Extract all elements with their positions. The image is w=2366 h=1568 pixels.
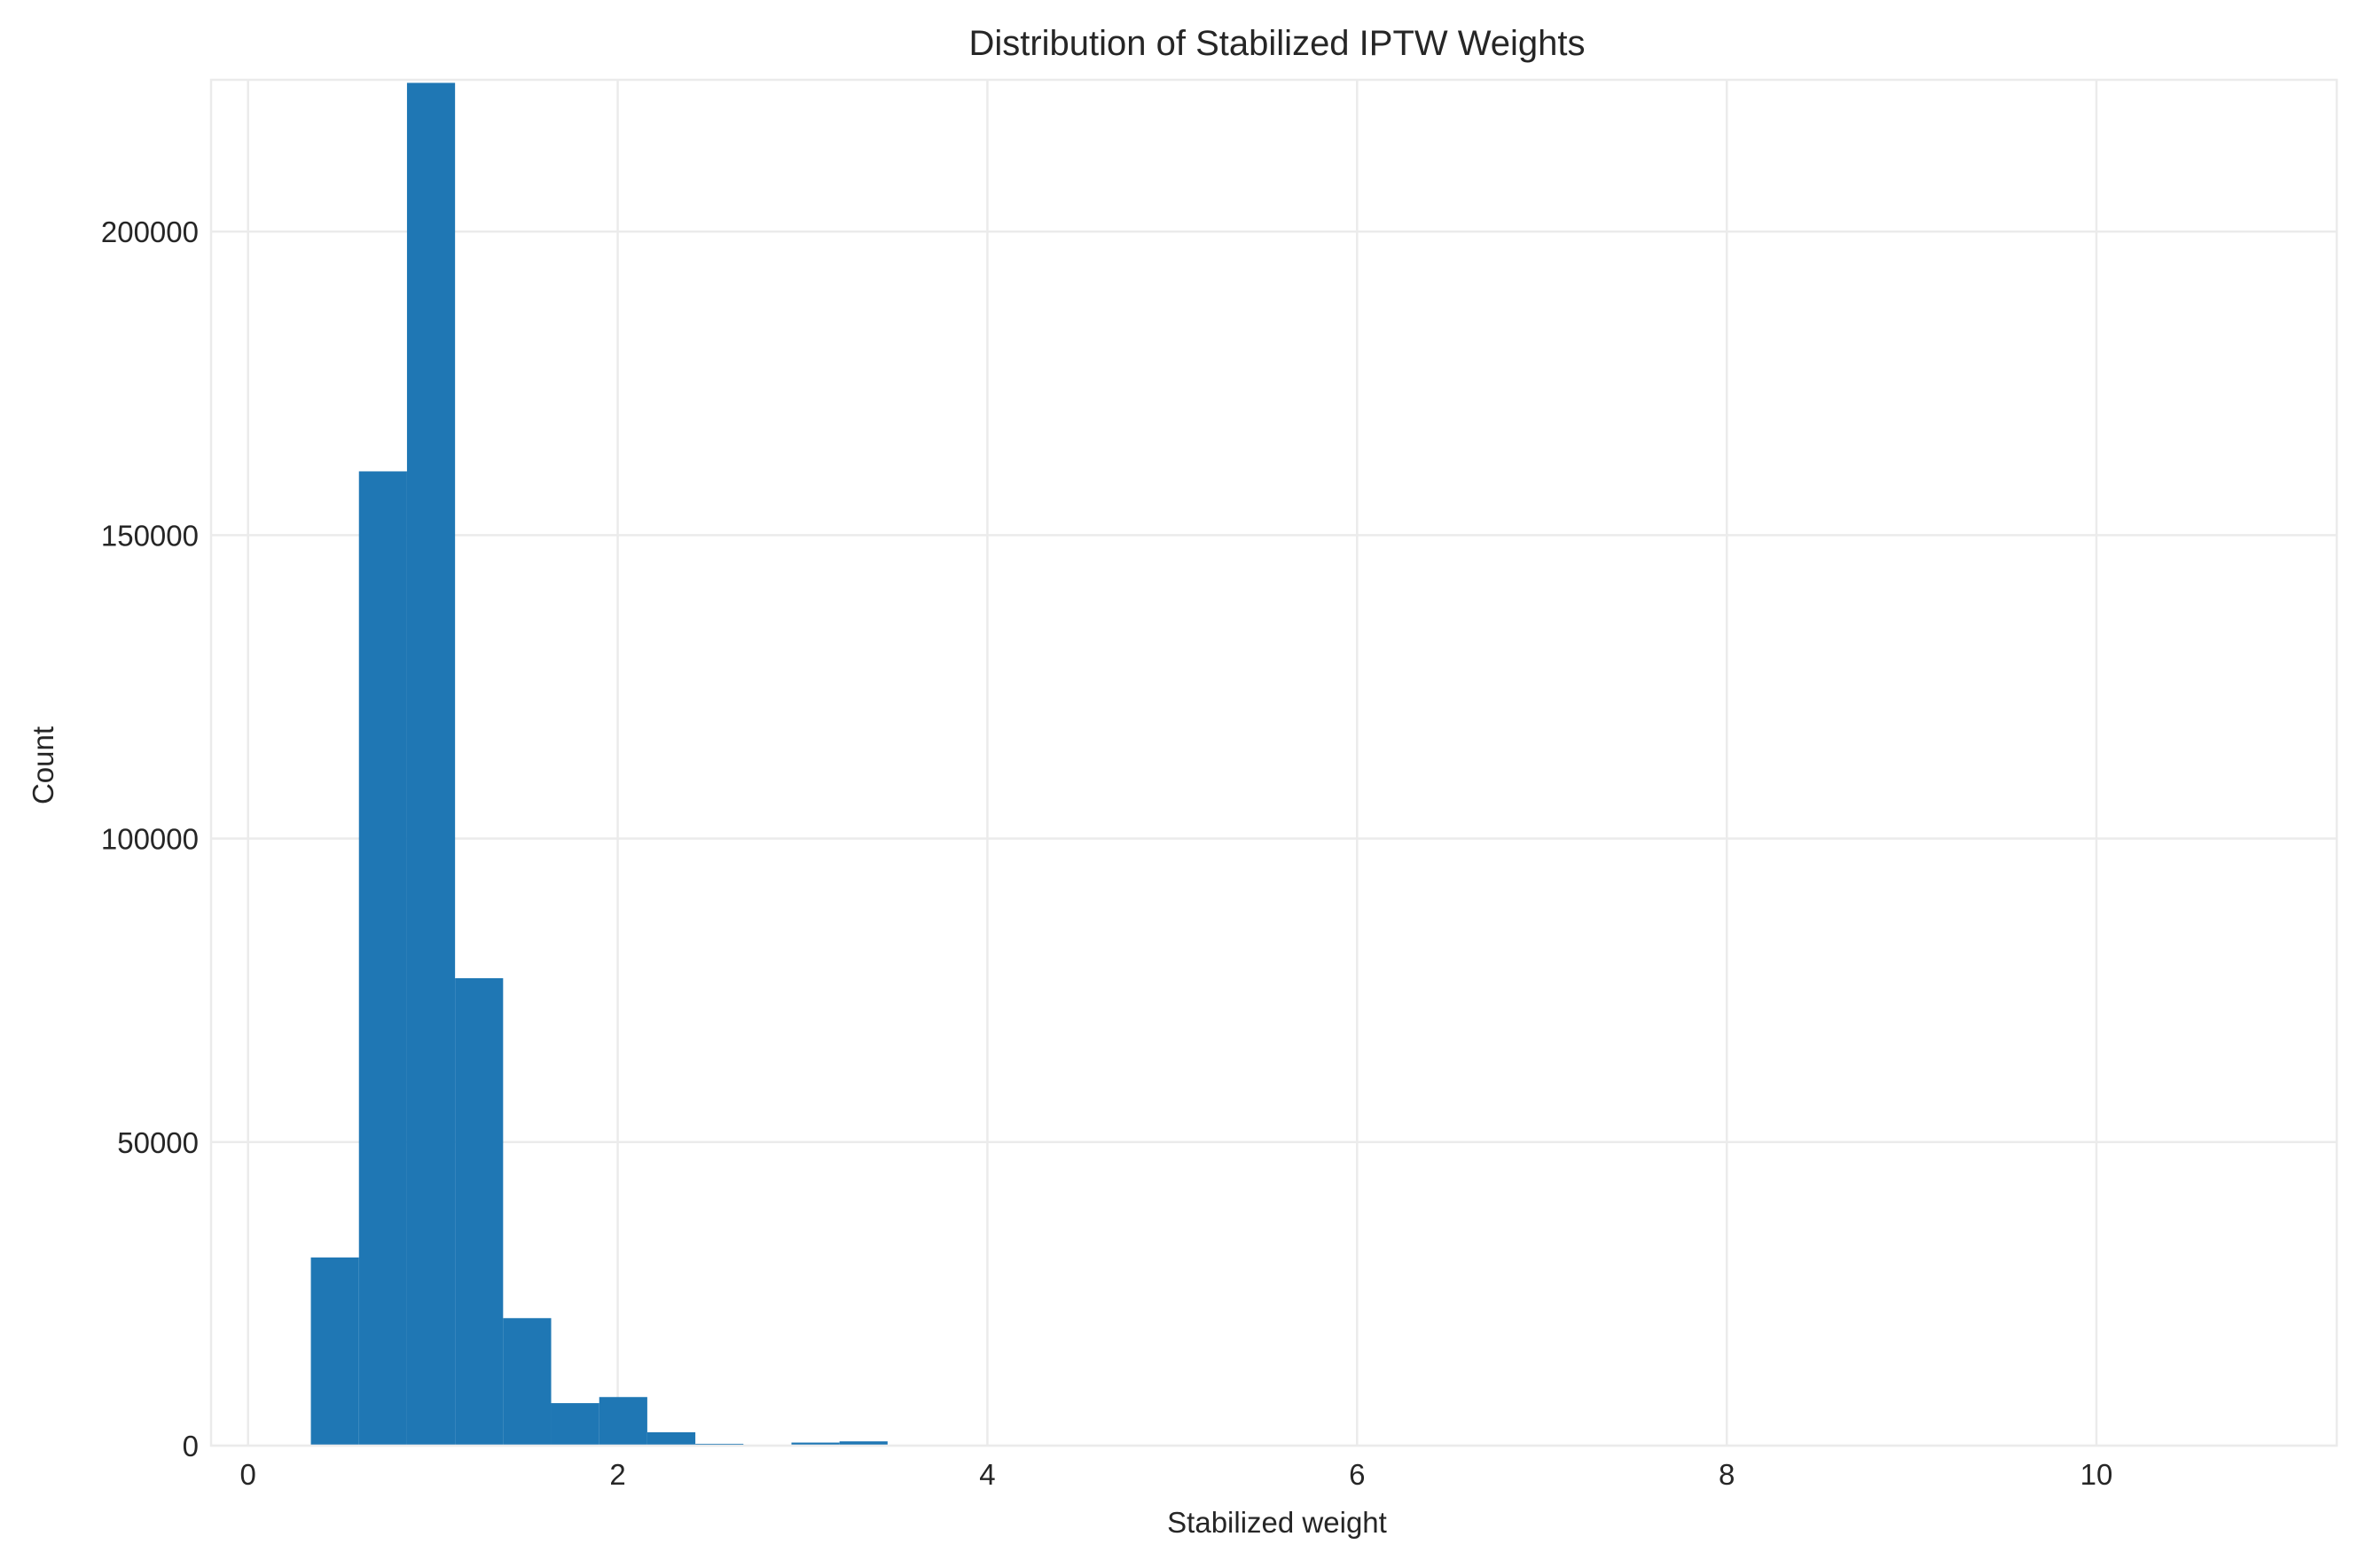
x-tick-label: 4 xyxy=(979,1458,995,1491)
x-tick-label: 8 xyxy=(1719,1458,1735,1491)
histogram-bar-3 xyxy=(455,977,504,1446)
histogram-bar-5 xyxy=(551,1403,599,1446)
y-ticks: 0 50000 100000 150000 200000 xyxy=(101,216,199,1462)
y-axis-label: Count xyxy=(27,726,59,804)
bars xyxy=(310,82,888,1446)
histogram-bar-11 xyxy=(839,1441,888,1446)
y-tick-label: 100000 xyxy=(101,823,199,856)
histogram-bar-4 xyxy=(503,1318,552,1446)
y-tick-label: 200000 xyxy=(101,216,199,248)
chart-title: Distribution of Stabilized IPTW Weights xyxy=(968,24,1585,63)
x-axis-label: Stabilized weight xyxy=(1167,1506,1387,1539)
histogram-bar-2 xyxy=(406,82,456,1446)
histogram-bar-0 xyxy=(310,1257,359,1446)
histogram-bar-1 xyxy=(358,471,407,1446)
histogram-bar-7 xyxy=(646,1431,696,1446)
x-tick-label: 0 xyxy=(240,1458,256,1491)
histogram-bar-10 xyxy=(791,1442,840,1446)
y-tick-label: 0 xyxy=(183,1430,199,1462)
y-tick-label: 150000 xyxy=(101,519,199,552)
plot-frame xyxy=(209,78,2339,1447)
histogram-bar-6 xyxy=(599,1397,647,1446)
x-tick-label: 2 xyxy=(609,1458,625,1491)
x-tick-label: 6 xyxy=(1349,1458,1365,1491)
y-tick-label: 50000 xyxy=(117,1126,199,1159)
x-tick-label: 10 xyxy=(2080,1458,2113,1491)
x-ticks: 0 2 4 6 8 10 xyxy=(240,1458,2113,1491)
grid-lines xyxy=(211,80,2337,1447)
